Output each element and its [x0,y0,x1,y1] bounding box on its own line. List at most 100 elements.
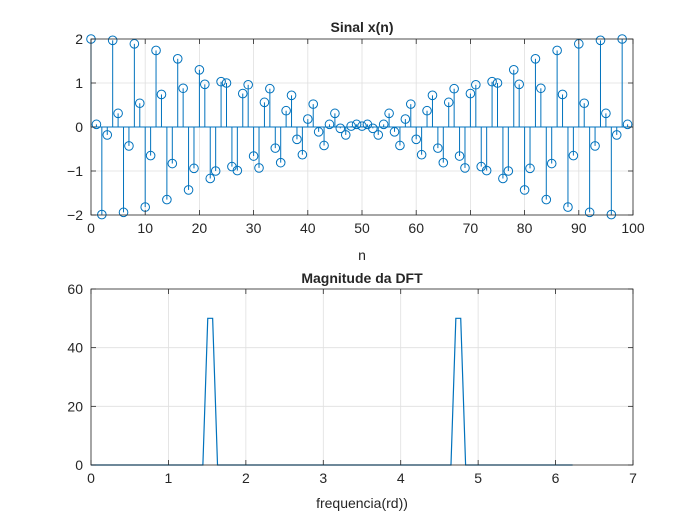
stem-marker [357,121,367,131]
axes-box [90,288,634,466]
stem-marker [205,173,216,184]
line-chart-dft-magnitude: 0 1 2 3 4 5 6 7 0 20 40 60 Magnitude da DFT frequen… [67,270,637,511]
y-tick-label: 0 [75,119,83,135]
x-tick-label: 1 [165,470,173,486]
x-axis-label: frequencia(rd)) [316,495,408,511]
y-tick-label: 0 [75,457,83,473]
stem-marker [319,140,329,151]
stem-marker [221,78,232,88]
chart-title: Sinal x(n) [330,19,393,35]
stem-marker [465,88,476,99]
stem-marker [340,130,351,140]
x-tick-label: 30 [246,220,262,236]
stem-marker [107,35,118,46]
stem-marker [156,89,167,100]
stem-marker [368,123,378,134]
stem-marker [519,185,530,195]
stem-marker [584,207,595,218]
stem-marker [292,134,302,145]
stem-marker [606,209,617,220]
stem-marker [335,123,346,134]
stem-marker [91,119,102,130]
y-tick-label: 20 [67,398,83,414]
stem-marker [134,98,145,109]
stem-marker [622,119,633,130]
stem-marker [286,90,297,101]
stem-marker [378,119,389,130]
stem-marker [579,98,590,109]
stem-marker [611,130,622,140]
stem-marker [189,163,199,174]
x-tick-label: 50 [354,220,370,236]
ticks: 0 1 2 3 4 5 6 7 0 20 40 60 [67,281,637,486]
y-tick-label: 60 [67,281,83,297]
stem-marker [248,151,259,161]
stem-marker [395,140,405,151]
stem-marker [97,209,107,220]
x-tick-label: 0 [87,220,95,236]
stem-marker [546,158,557,169]
x-tick-label: 70 [463,220,479,236]
x-tick-label: 60 [408,220,424,236]
stem-marker [460,163,470,173]
stem-marker [443,97,454,108]
x-tick-label: 90 [571,220,587,236]
stem-marker [172,54,183,64]
stem-marker [308,99,319,109]
stem-marker [270,143,281,153]
stem-marker [400,114,411,124]
stem-marker [481,165,492,176]
stem-marker [405,99,416,109]
stem-marker [384,108,394,119]
x-tick-label: 100 [621,220,645,236]
stem-marker [151,45,161,56]
stem-marker [557,89,568,100]
x-tick-label: 80 [517,220,533,236]
stem-marker [346,121,356,131]
stem-marker [210,166,221,176]
stem-marker [183,185,194,195]
x-tick-label: 7 [629,470,637,486]
stem-marker [324,119,335,130]
stem-marker [216,76,226,87]
x-tick-label: 3 [319,470,327,486]
x-tick-label: 6 [552,470,560,486]
stem-marker [259,97,270,108]
stem-marker [601,108,611,119]
stem-marker [530,54,541,64]
stem-marker [498,173,508,184]
stem-marker [487,76,497,87]
y-tick-label: 40 [67,340,83,356]
stem-marker [118,207,129,218]
stem-marker [129,39,140,49]
stem-marker [492,78,503,88]
stem-marker [552,45,562,56]
x-tick-label: 2 [242,470,250,486]
stem-chart-signal: 0 10 20 30 40 50 60 70 80 90 100 −2 −1 0 1 2 Sinal x(n)… [67,19,645,263]
stem-marker [124,141,134,151]
stem-marker [200,79,210,90]
x-tick-label: 20 [192,220,208,236]
x-axis-label: n [358,247,366,263]
stem-marker [373,130,384,140]
stem-marker [303,114,313,124]
stem-marker [389,127,400,137]
stem-marker [590,141,600,151]
x-tick-label: 0 [87,470,95,486]
stem-marker [563,202,573,212]
y-tick-label: −2 [67,207,83,223]
x-tick-label: 40 [300,220,316,236]
stem-marker [194,65,205,75]
stem-marker [471,79,481,90]
stem-marker [243,79,253,90]
stem-marker [568,150,579,161]
stem-marker [536,83,546,94]
stem-marker [275,157,286,168]
chart-title: Magnitude da DFT [301,270,423,286]
stem-marker [281,105,291,116]
stem-marker [514,79,524,90]
stem-marker [232,165,243,176]
stem-marker [433,143,443,153]
x-tick-label: 10 [137,220,153,236]
